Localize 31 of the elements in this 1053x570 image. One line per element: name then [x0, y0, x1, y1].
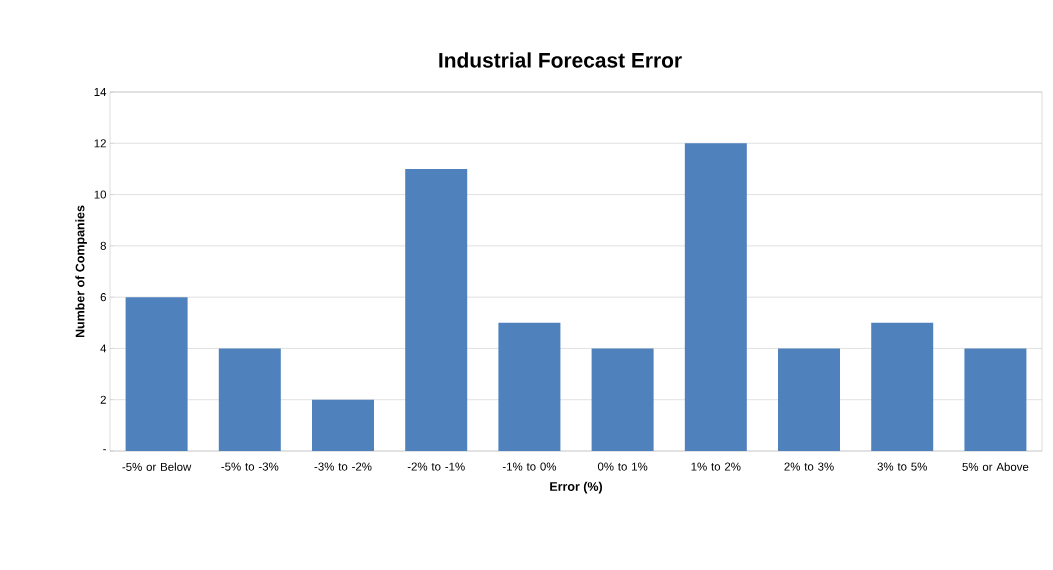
x-tick-label: 2% to 3%: [784, 462, 834, 471]
y-tick-label: 14: [94, 88, 107, 96]
x-tick-label: 3% to 5%: [877, 462, 927, 471]
bar: [312, 399, 375, 451]
x-tick-label: -2% to -1%: [407, 462, 465, 471]
x-tick-label: 1% to 2%: [691, 462, 741, 471]
x-tick-label: -3% to -2%: [314, 462, 372, 471]
y-tick-label: -: [103, 449, 106, 451]
x-tick-label: -1% to 0%: [502, 462, 557, 471]
bar: [405, 168, 468, 451]
y-tick-label: 10: [94, 190, 107, 199]
bar: [125, 297, 188, 451]
y-tick-label: 8: [100, 241, 106, 250]
y-tick-label: 6: [100, 293, 106, 302]
x-tick-label: -5% or Below: [122, 462, 192, 471]
y-tick-label: 12: [94, 139, 106, 148]
x-tick-label: 5% or Above: [962, 462, 1029, 471]
x-axis-title: Error (%): [550, 481, 603, 494]
bar: [591, 348, 654, 451]
bar: [964, 348, 1027, 451]
y-tick-label: 2: [100, 395, 106, 404]
y-axis-title: Number of Companies: [75, 205, 87, 338]
bar: [498, 322, 561, 451]
bar: [684, 143, 747, 451]
x-tick-label: 0% to 1%: [597, 462, 648, 471]
bar: [778, 348, 841, 451]
chart-title: Industrial Forecast Error: [439, 52, 682, 68]
bar: [871, 322, 934, 451]
y-tick-label: 4: [100, 344, 107, 353]
bar: [218, 348, 281, 451]
x-tick-label: -5% to -3%: [221, 462, 279, 471]
